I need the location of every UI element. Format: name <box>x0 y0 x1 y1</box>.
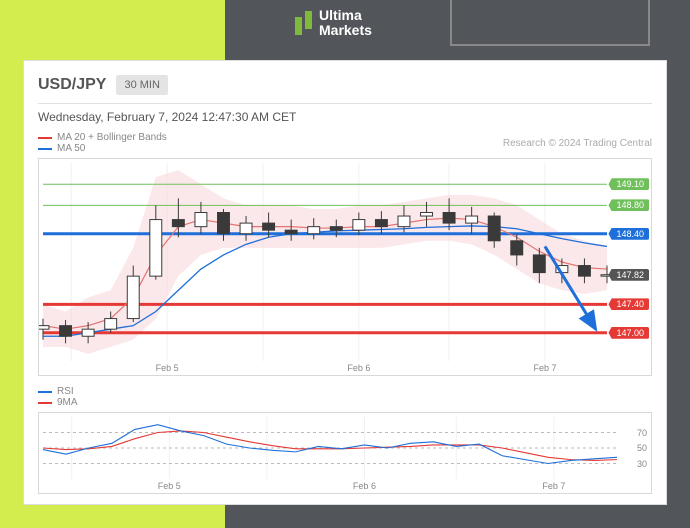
price-label: 147.40 <box>608 298 649 310</box>
rsi-chart[interactable]: 30 50 70 Feb 5 Feb 6 Feb 7 <box>38 412 652 494</box>
price-label: 147.00 <box>608 327 649 339</box>
rsi-y-label: 30 <box>637 459 647 469</box>
header-tab-outline <box>450 0 650 46</box>
x-axis-label: Feb 5 <box>156 363 179 373</box>
x-axis-label: Feb 7 <box>533 363 556 373</box>
price-label: 148.80 <box>608 199 649 211</box>
legend-item: MA 20 + Bollinger Bands <box>38 132 167 143</box>
pair-row: USD/JPY 30 MIN <box>38 71 652 101</box>
sub-legend: RSI9MA <box>38 386 652 408</box>
legend-item: RSI <box>38 386 78 397</box>
x-axis-label: Feb 6 <box>353 481 376 491</box>
price-label: 148.40 <box>608 228 649 240</box>
brand-name: UltimaMarkets <box>319 8 372 39</box>
legend-item: MA 50 <box>38 143 167 154</box>
price-chart[interactable]: 149.10 148.80 148.40 147.82 147.40 147.00 Feb … <box>38 158 652 376</box>
legend-item: 9MA <box>38 397 78 408</box>
attribution: Research © 2024 Trading Central <box>503 138 652 149</box>
price-label: 147.82 <box>608 269 649 281</box>
ultima-logo-icon <box>295 11 313 35</box>
main-legend: MA 20 + Bollinger BandsMA 50 Research © … <box>38 132 652 154</box>
rsi-y-label: 50 <box>637 443 647 453</box>
timeframe-badge[interactable]: 30 MIN <box>116 75 167 95</box>
brand-header: UltimaMarkets <box>0 0 690 50</box>
x-axis-label: Feb 7 <box>542 481 565 491</box>
x-axis-label: Feb 5 <box>158 481 181 491</box>
x-axis-label: Feb 6 <box>347 363 370 373</box>
timestamp: Wednesday, February 7, 2024 12:47:30 AM … <box>38 110 652 124</box>
chart-card: USD/JPY 30 MIN Wednesday, February 7, 20… <box>23 60 667 505</box>
divider <box>38 103 652 104</box>
price-label: 149.10 <box>608 178 649 190</box>
symbol: USD/JPY <box>38 76 106 94</box>
brand-logo: UltimaMarkets <box>295 8 372 39</box>
frame: UltimaMarkets USD/JPY 30 MIN Wednesday, … <box>0 0 690 528</box>
rsi-y-label: 70 <box>637 428 647 438</box>
